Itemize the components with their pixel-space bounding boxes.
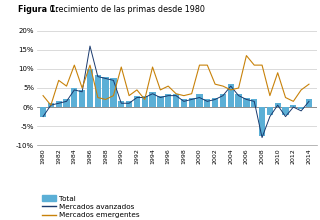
Bar [298,107,304,109]
Bar [243,97,250,107]
Bar [142,96,148,107]
Bar [79,90,85,107]
Bar [110,79,116,107]
Bar [275,103,281,107]
Bar [212,97,218,107]
Bar [149,92,156,107]
Bar [259,107,265,136]
Bar [204,99,211,107]
Bar [220,94,226,107]
Bar [71,88,77,107]
Bar [56,101,62,107]
Bar [102,77,109,107]
Bar [157,96,164,107]
Bar [95,75,101,107]
Bar [173,94,179,107]
Bar [126,101,132,107]
Bar [40,107,46,117]
Bar [165,94,171,107]
Bar [181,99,187,107]
Bar [134,96,140,107]
Bar [306,99,312,107]
Bar [63,99,70,107]
Text: Figura 1:: Figura 1: [18,6,58,15]
Bar [118,101,124,107]
Bar [267,107,273,115]
Text: Crecimiento de las primas desde 1980: Crecimiento de las primas desde 1980 [47,6,205,15]
Bar [282,107,289,115]
Bar [228,84,234,107]
Bar [290,105,296,107]
Bar [196,94,203,107]
Bar [188,97,195,107]
Bar [48,103,54,107]
Bar [251,99,257,107]
Bar [236,94,242,107]
Bar [87,69,93,107]
Legend: Total, Mercados avanzados, Mercados emergentes: Total, Mercados avanzados, Mercados emer… [39,192,143,220]
